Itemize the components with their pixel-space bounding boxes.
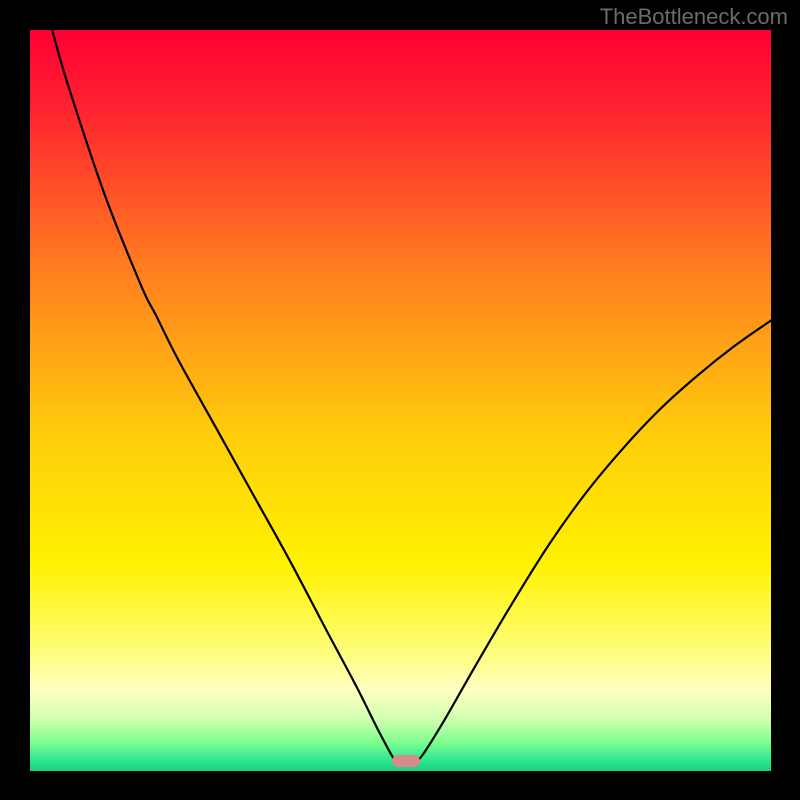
chart-container: TheBottleneck.com: [0, 0, 800, 800]
watermark-label: TheBottleneck.com: [600, 4, 788, 30]
curve-path: [52, 30, 771, 765]
optimal-point-marker: [392, 755, 420, 767]
bottleneck-curve: [30, 30, 771, 771]
plot-area: [30, 30, 771, 771]
